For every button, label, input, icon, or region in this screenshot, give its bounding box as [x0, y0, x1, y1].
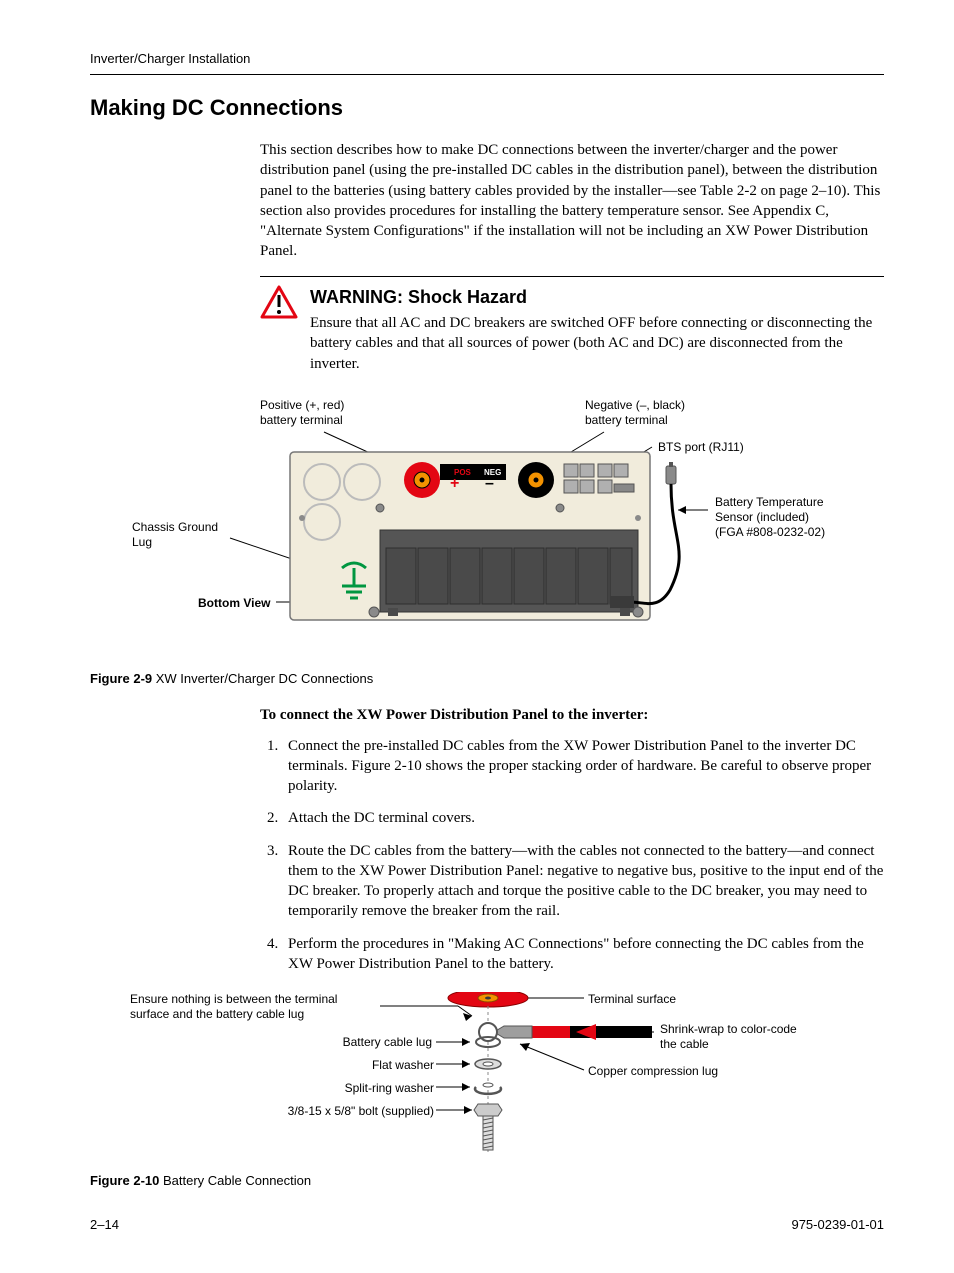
figure-2-10: Ensure nothing is between the terminal s… [90, 992, 884, 1162]
step-4: Perform the procedures in "Making AC Con… [282, 934, 884, 975]
page-footer: 2–14 975-0239-01-01 [90, 1216, 884, 1234]
figure-2-9-caption: Figure 2-9 XW Inverter/Charger DC Connec… [90, 670, 884, 688]
fig9-caption-rest: XW Inverter/Charger DC Connections [152, 671, 373, 686]
intro-paragraph: This section describes how to make DC co… [260, 140, 884, 262]
running-head: Inverter/Charger Installation [90, 50, 884, 68]
fig10-caption-rest: Battery Cable Connection [159, 1173, 311, 1188]
figure-2-9: Positive (+, red) battery terminal Negat… [90, 390, 884, 660]
procedure-list: Connect the pre-installed DC cables from… [282, 736, 884, 975]
step-3: Route the DC cables from the battery—wit… [282, 841, 884, 922]
step-2: Attach the DC terminal covers. [282, 808, 884, 828]
warning-title: WARNING: Shock Hazard [310, 285, 884, 309]
svg-text:–: – [485, 475, 494, 492]
warning-rule-top [260, 276, 884, 277]
warning-container: WARNING: Shock Hazard Ensure that all AC… [260, 276, 884, 374]
fig9-illustration: POS NEG + – [90, 390, 890, 660]
header-rule [90, 74, 884, 75]
fig10-caption-bold: Figure 2-10 [90, 1173, 159, 1188]
doc-number: 975-0239-01-01 [791, 1216, 884, 1234]
page-number: 2–14 [90, 1216, 119, 1234]
svg-text:+: + [450, 475, 459, 492]
step-1: Connect the pre-installed DC cables from… [282, 736, 884, 797]
procedure-heading: To connect the XW Power Distribution Pan… [260, 705, 884, 725]
figure-2-10-caption: Figure 2-10 Battery Cable Connection [90, 1172, 884, 1190]
warning-body: Ensure that all AC and DC breakers are s… [310, 313, 884, 374]
fig9-caption-bold: Figure 2-9 [90, 671, 152, 686]
warning-icon [260, 285, 298, 319]
fig10-illustration [90, 992, 890, 1162]
section-title: Making DC Connections [90, 93, 884, 123]
